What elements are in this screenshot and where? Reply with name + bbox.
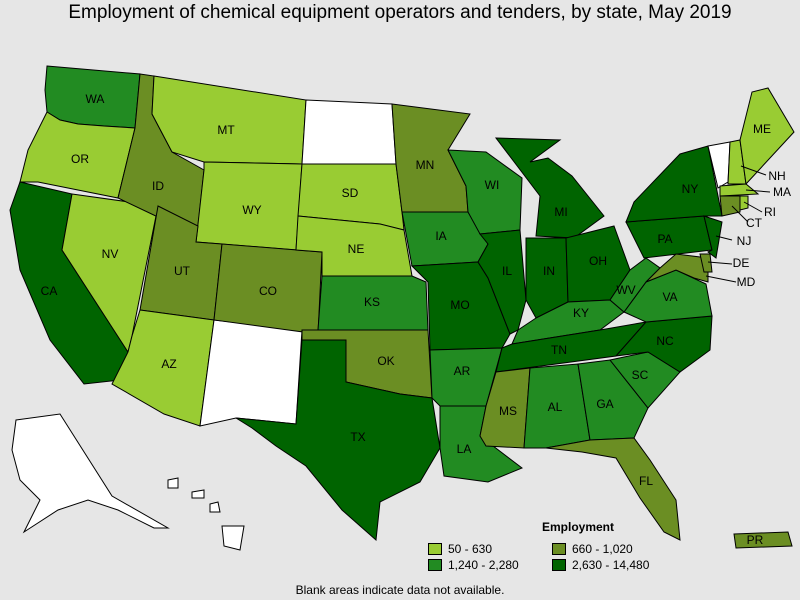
label-mo: MO [450,298,469,312]
legend-swatch-2 [552,543,566,555]
legend-label-2: 660 - 1,020 [572,542,633,556]
label-pr: PR [747,533,764,547]
leader-lines [705,165,771,283]
label-va: VA [662,290,677,304]
label-sc: SC [632,368,649,382]
legend-item-1: 50 - 630 [428,542,552,556]
label-ri: RI [764,205,776,219]
label-ct: CT [746,216,763,230]
legend-label-4: 2,630 - 14,480 [572,558,650,572]
state-fl[interactable] [545,437,681,541]
label-in: IN [543,264,555,278]
label-az: AZ [161,357,176,371]
legend-label-3: 1,240 - 2,280 [448,558,519,572]
label-md: MD [737,275,756,289]
state-ri[interactable] [739,195,749,211]
state-mt[interactable] [151,75,307,165]
state-ak[interactable] [11,413,170,534]
label-ms: MS [499,404,517,418]
label-tx: TX [350,430,365,444]
legend-label-1: 50 - 630 [448,542,493,556]
state-md[interactable] [645,253,709,283]
label-or: OR [71,152,89,166]
label-de: DE [733,256,750,270]
blank-areas-note: Blank areas indicate data not available. [295,583,505,597]
label-wy: WY [242,203,261,217]
state-pr[interactable] [733,531,793,549]
legend-item-3: 1,240 - 2,280 [428,558,552,572]
label-id: ID [152,179,164,193]
label-wv: WV [616,283,635,297]
label-nj: NJ [737,234,752,248]
label-la: LA [457,442,472,456]
legend: Employment 50 - 630 660 - 1,020 1,240 - … [428,520,688,572]
state-de[interactable] [699,253,713,273]
label-tn: TN [551,343,567,357]
label-nc: NC [656,334,674,348]
label-nh: NH [768,169,785,183]
state-ny[interactable] [625,145,723,223]
label-il: IL [502,264,512,278]
label-wa: WA [86,92,105,106]
label-al: AL [548,400,563,414]
label-fl: FL [639,474,653,488]
label-mi: MI [554,205,567,219]
state-ct[interactable] [719,195,741,217]
label-mn: MN [416,158,435,172]
legend-item-2: 660 - 1,020 [552,542,688,556]
label-wi: WI [485,178,500,192]
label-ca: CA [41,284,58,298]
state-nj[interactable] [703,215,723,259]
map-title: Employment of chemical equipment operato… [68,2,732,23]
state-me[interactable] [739,87,795,186]
state-il[interactable] [477,229,527,335]
label-ia: IA [435,229,446,243]
label-ky: KY [573,306,589,320]
label-co: CO [259,284,277,298]
legend-title: Employment [541,520,614,534]
label-pa: PA [657,232,672,246]
label-ks: KS [364,295,380,309]
state-ks[interactable] [317,275,429,331]
state-mi[interactable] [494,137,605,239]
label-ar: AR [454,364,471,378]
label-oh: OH [589,254,607,268]
legend-item-4: 2,630 - 14,480 [552,558,688,572]
label-ok: OK [377,354,394,368]
state-ma[interactable] [719,183,760,197]
label-ga: GA [596,397,613,411]
label-sd: SD [342,186,359,200]
label-nv: NV [102,247,119,261]
state-hi[interactable] [167,477,245,551]
label-mt: MT [217,123,235,137]
label-me: ME [753,122,771,136]
legend-swatch-4 [552,559,566,571]
state-tx[interactable] [235,339,441,542]
state-ga[interactable] [577,359,649,441]
label-ut: UT [174,264,191,278]
state-nd[interactable] [301,99,397,165]
label-ma: MA [773,185,791,199]
label-ne: NE [348,242,365,256]
legend-swatch-3 [428,559,442,571]
label-ny: NY [682,182,699,196]
state-nm[interactable] [199,319,303,427]
legend-swatch-1 [428,543,442,555]
